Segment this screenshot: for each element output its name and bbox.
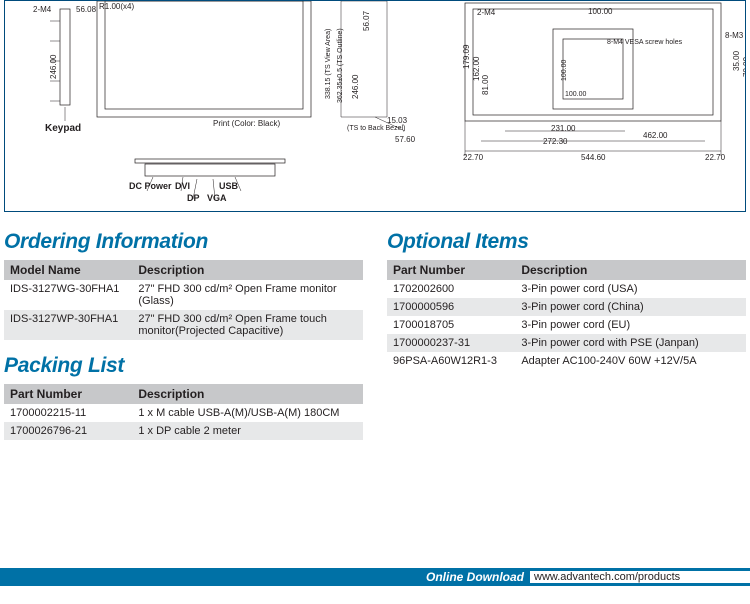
diagram-svg: [5, 1, 745, 212]
footer-download-label: Online Download: [0, 568, 530, 586]
dim-246-left: 246.00: [49, 55, 58, 79]
packing-col2: Description: [132, 384, 363, 404]
dim-57-60: 57.60: [395, 135, 415, 144]
ordering-col1: Model Name: [4, 260, 132, 280]
dim-35: 35.00: [732, 51, 741, 71]
table-row: IDS-3127WG-30FHA1 27" FHD 300 cd/m² Open…: [4, 280, 363, 310]
dim-56-08: 56.08: [76, 5, 96, 14]
page-footer-blank: [0, 586, 750, 604]
port-usb: USB: [219, 181, 238, 191]
table-row: IDS-3127WP-30FHA1 27" FHD 300 cd/m² Open…: [4, 310, 363, 340]
optional-col1: Part Number: [387, 260, 515, 280]
content-columns: Ordering Information Model Name Descript…: [0, 230, 750, 440]
packing-col1: Part Number: [4, 384, 132, 404]
port-dp: DP: [187, 193, 200, 203]
table-header-row: Part Number Description: [387, 260, 746, 280]
print-color: Print (Color: Black): [213, 119, 280, 128]
dim-162: 162.00: [472, 57, 481, 81]
table-row: 96PSA-A60W12R1-3 Adapter AC100-240V 60W …: [387, 352, 746, 370]
footer-bar: Online Download www.advantech.com/produc…: [0, 568, 750, 586]
vesa-label: 8-M4 VESA screw holes: [607, 39, 682, 46]
ordering-table: Model Name Description IDS-3127WG-30FHA1…: [4, 260, 363, 340]
optional-col2: Description: [515, 260, 746, 280]
port-dvi: DVI: [175, 181, 190, 191]
optional-title: Optional Items: [387, 230, 746, 254]
table-row: 1700002215-11 1 x M cable USB-A(M)/USB-A…: [4, 404, 363, 422]
ordering-col2: Description: [132, 260, 363, 280]
dim-70: 70.00: [742, 57, 746, 77]
dim-8m3: 8-M3: [725, 31, 743, 40]
packing-title: Packing List: [4, 354, 363, 378]
dim-2m4-left: 2-M4: [33, 5, 51, 14]
dim-362: 362.35±0.5 (TS Outline): [337, 28, 344, 103]
table-row: 1700000237-31 3-Pin power cord with PSE …: [387, 334, 746, 352]
dim-56-07: 56.07: [362, 11, 371, 31]
technical-diagram: 2-M4 56.08 246.00 R1.00(x4) Keypad 338.1…: [4, 0, 746, 212]
dim-100-sq1: 100.00: [561, 60, 568, 81]
dim-r1: R1.00(x4): [99, 2, 134, 11]
dim-100-top: 100.00: [588, 7, 612, 16]
optional-table: Part Number Description 1702002600 3-Pin…: [387, 260, 746, 370]
dim-272: 272.30: [543, 137, 567, 146]
table-row: 1700018705 3-Pin power cord (EU): [387, 316, 746, 334]
dim-15-03: 15.03: [387, 116, 407, 125]
dim-22l: 22.70: [463, 153, 483, 162]
dim-338: 338.15 (TS View Area): [325, 29, 332, 99]
table-row: 1702002600 3-Pin power cord (USA): [387, 280, 746, 298]
dim-2m4-back: 2-M4: [477, 8, 495, 17]
dim-231: 231.00: [551, 124, 575, 133]
ts-backbezel: (TS to Back Bezel): [347, 125, 405, 132]
table-row: 1700026796-21 1 x DP cable 2 meter: [4, 422, 363, 440]
dim-246-r: 246.00: [351, 75, 360, 99]
footer-url: www.advantech.com/products: [530, 568, 750, 586]
port-vga: VGA: [207, 193, 227, 203]
dim-100-sq2: 100.00: [565, 91, 586, 98]
table-row: 1700000596 3-Pin power cord (China): [387, 298, 746, 316]
table-header-row: Part Number Description: [4, 384, 363, 404]
packing-table: Part Number Description 1700002215-11 1 …: [4, 384, 363, 440]
ordering-title: Ordering Information: [4, 230, 363, 254]
dim-462: 462.00: [643, 131, 667, 140]
dim-22r: 22.70: [705, 153, 725, 162]
dim-81: 81.00: [481, 75, 490, 95]
port-dc: DC Power: [129, 181, 172, 191]
dim-544: 544.60: [581, 153, 605, 162]
keypad-label: Keypad: [45, 123, 81, 134]
table-header-row: Model Name Description: [4, 260, 363, 280]
dim-179: 179.09: [462, 45, 471, 69]
